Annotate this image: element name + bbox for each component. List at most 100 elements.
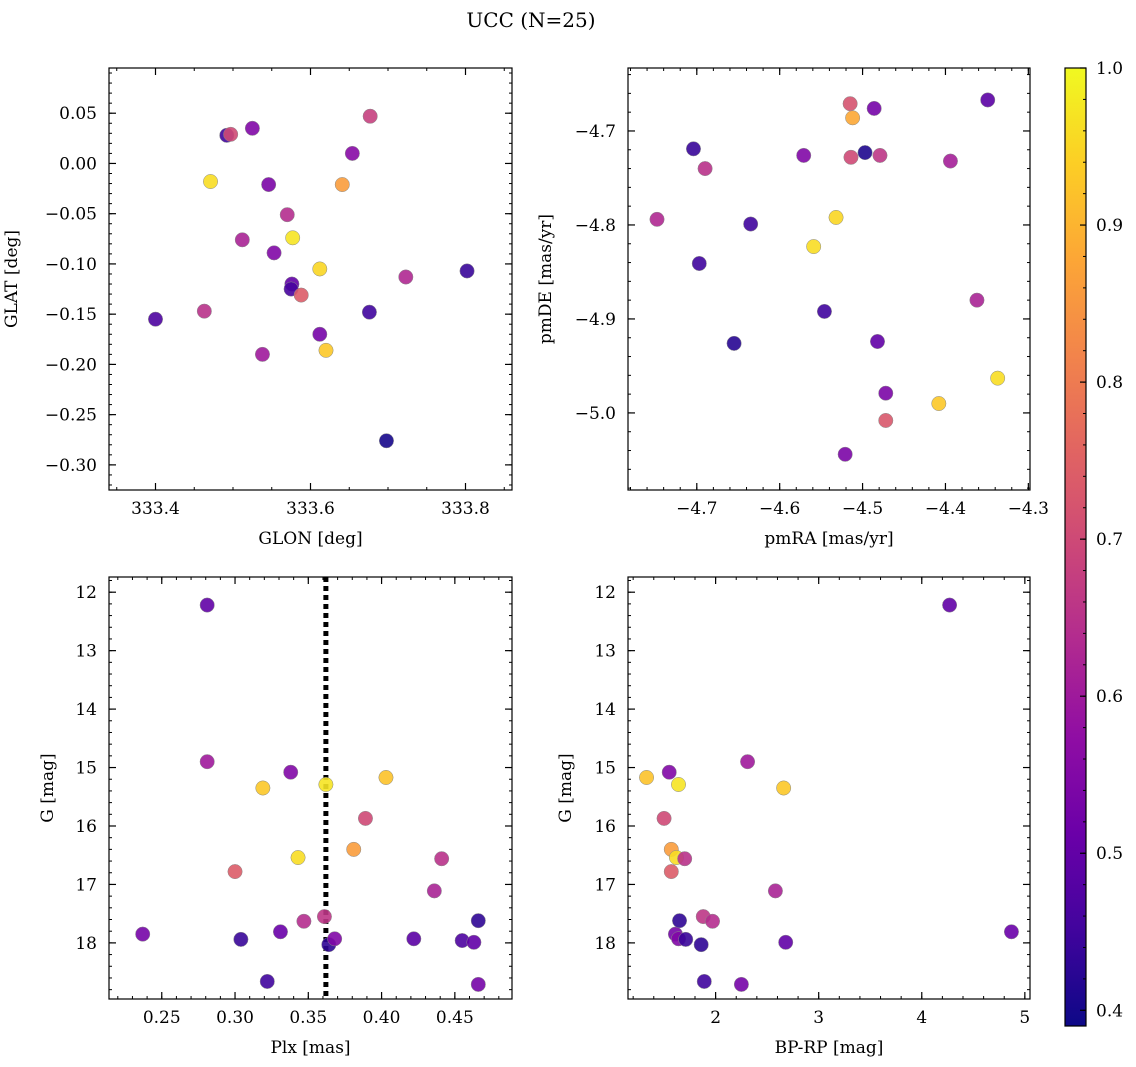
x-tick-label: 5	[1019, 1008, 1030, 1028]
data-point	[878, 412, 894, 428]
y-tick-label: 16	[75, 817, 97, 837]
y-tick-label: 13	[594, 642, 616, 662]
panel-bprp-g: BP-RP [mag] G [mag] 2 3 4 5 12 13 14 15 16 17 18	[556, 576, 1031, 1058]
data-point	[233, 931, 249, 947]
data-point	[334, 177, 350, 193]
data-point	[279, 207, 295, 223]
data-point	[671, 777, 686, 792]
data-point	[705, 913, 720, 929]
data-point	[816, 303, 832, 319]
data-point	[199, 754, 215, 770]
data-point	[806, 239, 822, 255]
data-point	[290, 850, 306, 866]
y-tick-label: −0.05	[45, 205, 97, 225]
y-tick-label: 0.00	[59, 154, 97, 174]
y-tick-label: 16	[594, 817, 616, 837]
data-point	[733, 976, 749, 992]
panel-pmra-pmde: pmRA [mas/yr] pmDE [mas/yr] −4.7 −4.6 −4.5…	[536, 67, 1049, 549]
data-point	[942, 153, 958, 169]
y-tick-label: −4.8	[575, 216, 616, 236]
data-point	[656, 810, 672, 826]
data-point	[842, 96, 858, 112]
axes-frame	[108, 67, 513, 491]
data-point	[379, 433, 394, 449]
y-tick-label: 14	[75, 700, 97, 720]
data-point	[686, 141, 701, 157]
data-point	[148, 311, 163, 327]
y-axis-label: pmDE [mas/yr]	[536, 214, 556, 344]
data-point	[743, 216, 759, 232]
x-tick-label: 0.30	[216, 1008, 254, 1028]
data-point	[1003, 924, 1019, 940]
colorbar-tick-label: 1.0	[1096, 59, 1123, 79]
data-point	[870, 334, 885, 349]
x-tick-label: 0.40	[363, 1008, 401, 1028]
data-point	[931, 396, 947, 411]
y-tick-label: 12	[594, 583, 616, 603]
data-point	[677, 851, 693, 867]
data-point	[316, 909, 332, 925]
data-point	[697, 161, 713, 177]
y-tick-label: 0.05	[59, 104, 97, 124]
x-tick-label: 333.4	[131, 499, 180, 519]
data-point	[878, 385, 894, 401]
data-point	[776, 780, 792, 796]
data-point	[696, 974, 712, 989]
x-tick-label: −4.4	[925, 499, 966, 519]
data-point	[942, 597, 958, 613]
data-point	[872, 147, 888, 163]
data-point	[244, 120, 260, 136]
data-point	[470, 976, 486, 992]
data-point	[837, 446, 853, 462]
data-point	[203, 174, 218, 189]
colorbar-tick-label: 0.8	[1096, 373, 1123, 393]
data-point	[406, 931, 422, 947]
data-point	[361, 304, 377, 320]
data-point	[259, 974, 275, 989]
data-point	[672, 913, 687, 929]
data-point	[293, 287, 309, 303]
x-tick-label: 333.8	[441, 499, 490, 519]
colorbar-tick-label: 0.6	[1096, 687, 1123, 707]
data-point	[845, 110, 861, 126]
colorbar-tick-label: 0.4	[1096, 1001, 1123, 1021]
data-point	[778, 934, 794, 950]
x-tick-label: 2	[710, 1008, 721, 1028]
data-point	[726, 335, 742, 351]
data-point	[266, 245, 282, 261]
x-tick-label: −4.3	[1008, 499, 1049, 519]
data-point	[866, 100, 882, 116]
x-tick-label: −4.6	[759, 499, 800, 519]
data-point	[980, 92, 996, 108]
colorbar-tick-label: 0.7	[1096, 530, 1123, 550]
y-tick-label: −0.30	[45, 456, 97, 476]
data-point	[678, 931, 694, 947]
y-tick-label: −0.25	[45, 406, 97, 426]
data-point	[969, 292, 985, 308]
x-tick-label: 0.25	[143, 1008, 181, 1028]
y-tick-label: −5.0	[575, 404, 616, 424]
x-tick-label: −4.7	[676, 499, 717, 519]
y-axis-label: GLAT [deg]	[2, 230, 22, 328]
x-tick-label: 0.35	[289, 1008, 327, 1028]
data-point	[227, 864, 243, 880]
data-point	[470, 913, 486, 929]
data-point	[693, 937, 709, 953]
panel-glon-glat: GLON [deg] GLAT [deg] 333.4 333.6 333.8 0.0…	[2, 67, 513, 549]
data-point	[466, 934, 482, 950]
y-tick-label: −4.7	[575, 122, 616, 142]
axes-frame	[627, 67, 1031, 491]
y-tick-label: 18	[594, 934, 616, 954]
y-tick-label: 18	[75, 934, 97, 954]
x-axis-label: BP-RP [mag]	[775, 1038, 884, 1058]
data-point	[223, 126, 239, 142]
data-point	[434, 851, 450, 867]
data-point	[358, 810, 373, 826]
data-point	[990, 370, 1006, 386]
data-point	[318, 342, 334, 358]
colorbar: 0.4 0.5 0.6 0.7 0.8 0.9 1.0	[1064, 59, 1123, 1027]
colorbar-gradient	[1064, 67, 1087, 1027]
data-point	[255, 346, 270, 362]
x-axis-label: GLON [deg]	[258, 529, 362, 549]
